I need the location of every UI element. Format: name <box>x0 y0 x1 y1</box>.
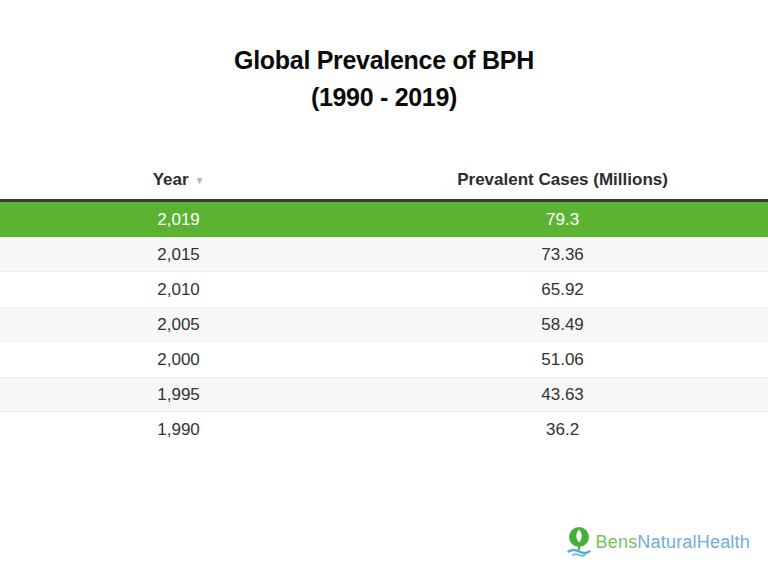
table-row-2000: 2,000 51.06 <box>0 342 768 377</box>
column-header-cases-label: Prevalent Cases (Millions) <box>457 170 668 189</box>
table-row-2019: 2,019 79.3 <box>0 202 768 237</box>
page: Global Prevalence of BPH (1990 - 2019) Y… <box>0 0 768 576</box>
brand-logo[interactable]: BensNaturalHealth <box>567 526 751 558</box>
page-title: Global Prevalence of BPH (1990 - 2019) <box>0 42 768 116</box>
year-cell: 2,005 <box>0 315 357 335</box>
cases-cell: 79.3 <box>357 210 768 230</box>
table-header-row: Year ▼ Prevalent Cases (Millions) <box>0 160 768 199</box>
table-row-2010: 2,010 65.92 <box>0 272 768 307</box>
title-line1: Global Prevalence of BPH <box>0 42 768 79</box>
year-cell: 2,019 <box>0 210 357 230</box>
column-header-year[interactable]: Year ▼ <box>0 170 357 190</box>
cases-cell: 36.2 <box>357 420 768 440</box>
brand-name-part1: Bens <box>596 532 638 552</box>
column-header-cases[interactable]: Prevalent Cases (Millions) <box>357 170 768 190</box>
year-cell: 2,015 <box>0 245 357 265</box>
brand-name: BensNaturalHealth <box>596 532 751 553</box>
cases-cell: 65.92 <box>357 280 768 300</box>
brand-name-part2: NaturalHealth <box>637 532 750 552</box>
cases-cell: 51.06 <box>357 350 768 370</box>
brand-leaf-icon <box>567 526 591 558</box>
table-row-1990: 1,990 36.2 <box>0 412 768 447</box>
table-row-1995: 1,995 43.63 <box>0 377 768 412</box>
table-body: 2,019 79.3 2,015 73.36 2,010 65.92 2,005… <box>0 199 768 447</box>
cases-cell: 73.36 <box>357 245 768 265</box>
year-cell: 1,990 <box>0 420 357 440</box>
column-header-year-label: Year <box>153 170 189 189</box>
year-cell: 1,995 <box>0 385 357 405</box>
cases-cell: 43.63 <box>357 385 768 405</box>
table-row-2015: 2,015 73.36 <box>0 237 768 272</box>
prevalence-table: Year ▼ Prevalent Cases (Millions) 2,019 7… <box>0 160 768 447</box>
year-cell: 2,010 <box>0 280 357 300</box>
year-cell: 2,000 <box>0 350 357 370</box>
cases-cell: 58.49 <box>357 315 768 335</box>
table-row-2005: 2,005 58.49 <box>0 307 768 342</box>
title-line2: (1990 - 2019) <box>0 79 768 116</box>
sort-desc-icon[interactable]: ▼ <box>195 175 205 186</box>
